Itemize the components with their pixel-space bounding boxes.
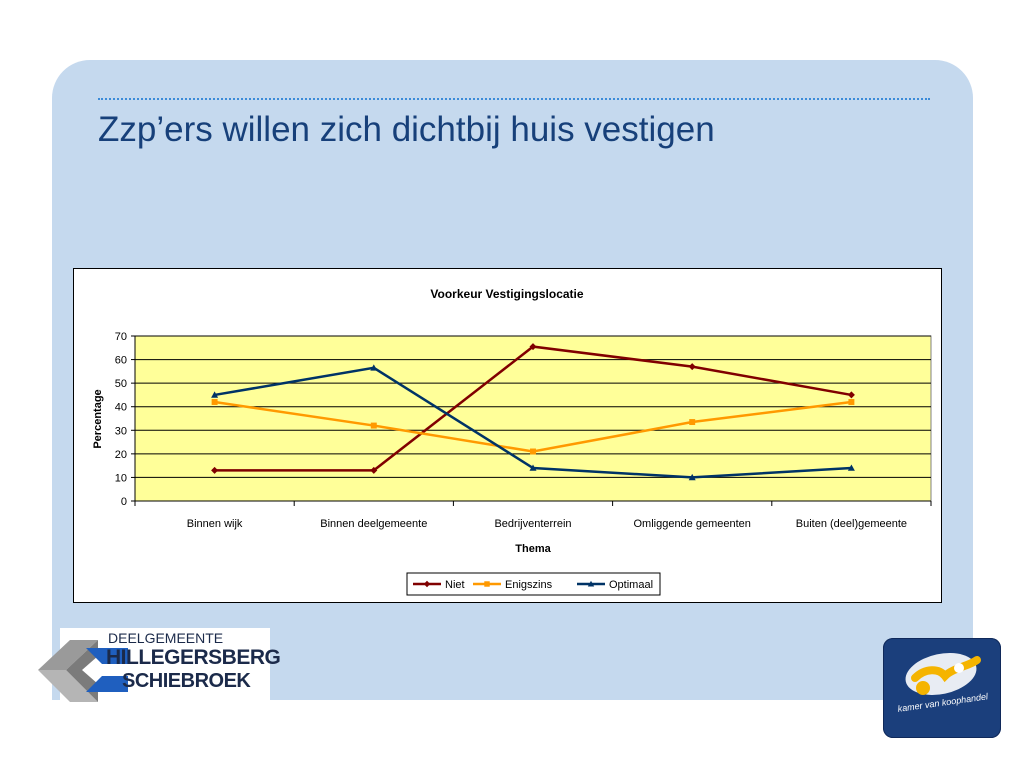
legend-label: Enigszins	[505, 579, 553, 591]
data-point	[847, 391, 855, 399]
legend-box	[406, 572, 661, 596]
axes	[131, 335, 932, 506]
cube-arrow-logo-icon	[38, 640, 128, 702]
data-point	[688, 473, 696, 481]
slide-title: Zzp’ers willen zich dichtbij huis vestig…	[98, 110, 715, 149]
y-tick-label: 30	[115, 425, 127, 437]
legend: Niet Enigszins Optimaal	[406, 572, 661, 596]
logo-line-3: SCHIEBROEK	[122, 670, 251, 692]
y-tick-label: 40	[115, 402, 127, 414]
y-tick-label: 70	[115, 331, 127, 343]
data-point	[530, 448, 536, 455]
data-point	[370, 422, 377, 429]
data-point	[211, 399, 218, 405]
data-point	[688, 363, 696, 371]
y-tick-label: 50	[115, 378, 127, 390]
series-niet	[211, 343, 855, 474]
legend-label: Optimaal	[609, 579, 653, 591]
data-point	[370, 364, 378, 371]
legend-item: Enigszins	[473, 579, 553, 591]
x-tick-label: Binnen deelgemeente	[320, 518, 427, 530]
chart-frame: Voorkeur Vestigingslocatie 0 10 20 30 40 50 60…	[73, 268, 942, 603]
data-point	[484, 581, 490, 587]
data-point	[423, 580, 431, 588]
legend-item: Niet	[413, 579, 465, 591]
x-tick-labels: Binnen wijk Binnen deelgemeente Bedrijvent…	[187, 518, 907, 530]
x-tick-label: Buiten (deel)gemeente	[796, 518, 907, 530]
y-tick-label: 20	[115, 449, 127, 461]
y-axis-title: Percentage	[92, 389, 104, 448]
y-tick-labels: 0 10 20 30 40 50 60 70	[115, 331, 127, 508]
data-point	[587, 580, 595, 587]
hillegersberg-schiebroek-logo: DEELGEMEENTE HILLEGERSBERG SCHIEBROEK	[36, 626, 281, 716]
legend-label: Niet	[445, 579, 465, 591]
y-tick-label: 60	[115, 355, 127, 367]
series-layer	[211, 343, 855, 481]
plot-area	[134, 335, 932, 502]
x-tick-label: Bedrijventerrein	[494, 518, 571, 530]
logo-line-2: HILLEGERSBERG	[106, 646, 281, 669]
legend-item: Optimaal	[577, 579, 653, 591]
data-point	[529, 464, 537, 471]
data-point	[848, 399, 855, 405]
series-enigszins	[211, 399, 855, 455]
data-point	[211, 391, 219, 398]
kvk-logo-icon	[905, 653, 981, 695]
data-point	[529, 343, 537, 351]
series-optimaal	[211, 364, 855, 481]
logo-line-1: DEELGEMEENTE	[108, 630, 224, 646]
line-chart: Voorkeur Vestigingslocatie 0 10 20 30 40 50 60…	[92, 287, 932, 596]
title-divider	[98, 98, 930, 100]
y-tick-label: 10	[115, 472, 127, 484]
data-point	[211, 466, 219, 474]
x-tick-label: Binnen wijk	[187, 518, 243, 530]
chart-title: Voorkeur Vestigingslocatie	[430, 287, 583, 301]
data-point	[689, 419, 696, 426]
data-point	[370, 466, 378, 474]
x-tick-label: Omliggende gemeenten	[633, 518, 750, 530]
y-tick-label: 0	[121, 496, 127, 508]
x-axis-title: Thema	[515, 543, 551, 555]
kamer-van-koophandel-logo: kamer van koophandel	[883, 638, 1001, 738]
data-point	[847, 464, 855, 471]
